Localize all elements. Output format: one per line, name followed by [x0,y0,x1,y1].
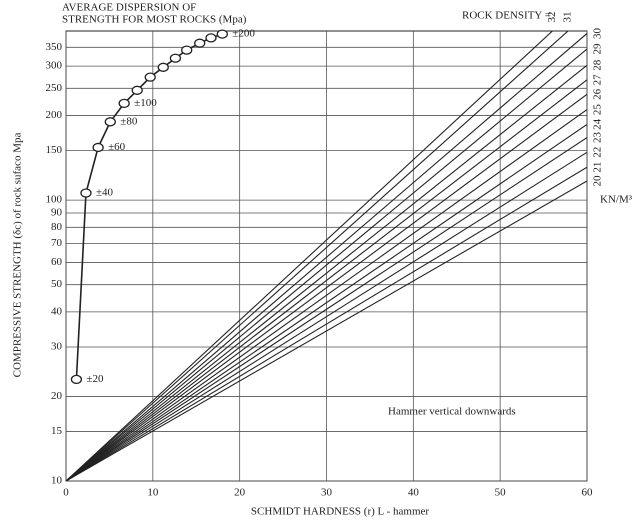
point-label: ±100 [134,97,157,109]
density-line [66,151,587,481]
density-line [66,137,587,481]
chart-subtitle: STRENGTH FOR MOST ROCKS (Mpa) [62,14,247,26]
legend-label: 20 [592,175,604,187]
dispersion-point [70,374,83,385]
y-tick-label: 50 [51,278,63,290]
density-line [66,166,587,481]
y-tick-label: 80 [51,221,63,233]
y-tick-label: 250 [46,82,63,94]
legend-label: 29 [592,43,604,55]
dispersion-point [157,62,169,72]
y-tick-label: 90 [51,206,63,218]
legend-label: 27 [592,74,604,86]
y-tick-label: 30 [51,341,63,353]
density-line [66,93,587,481]
x-tick-label: 50 [495,487,507,499]
dispersion-point [144,72,156,82]
legend-label: 22 [592,147,604,158]
chart-title: AVERAGE DISPERSION OF [62,2,196,14]
point-label: ±200 [232,28,255,40]
point-label: ±80 [120,115,138,127]
dispersion-point [181,45,193,55]
y-tick-label: 20 [51,390,63,402]
point-label: ±20 [86,373,104,385]
dispersion-point [118,98,130,109]
density-line [66,31,554,481]
x-tick-label: 60 [582,487,594,499]
y-tick-label: 10 [51,475,63,487]
dispersion-point [194,38,206,48]
dispersion-curve [75,33,223,380]
x-tick-label: 20 [234,487,246,499]
legend-unit: KN/M³ [600,194,633,206]
x-tick-label: 30 [321,487,333,499]
legend-label: 24 [592,118,604,130]
dispersion-point [131,85,143,95]
y-tick-label: 15 [51,425,63,437]
legend-label: 31 [562,12,574,23]
point-label: ±60 [108,141,126,153]
dispersion-point [205,33,217,43]
legend-label: 21 [592,162,604,173]
density-line [66,180,587,481]
density-line [66,79,587,481]
point-label: ±40 [96,187,114,199]
y-tick-label: 300 [46,60,63,72]
dispersion-point [216,29,228,39]
legend-title: ROCK DENSITY = [462,10,551,22]
y-tick-label: 100 [46,194,63,206]
dispersion-point [92,142,104,153]
legend-label: 26 [592,88,604,100]
dispersion-point [104,117,116,127]
y-tick-label: 70 [51,237,63,249]
legend-label: 32 [546,12,558,23]
density-line [66,48,587,481]
annotation: Hammer vertical downwards [388,406,516,418]
legend-label: 30 [592,27,604,39]
density-line [66,64,587,481]
dispersion-point [80,188,92,198]
density-line [66,31,569,481]
y-axis-label: COMPRESSIVE STRENGTH (δc) of rock sufaco… [12,133,24,378]
density-line [66,109,587,481]
legend-label: 28 [592,59,604,71]
y-tick-label: 40 [51,305,63,317]
x-tick-label: 10 [147,487,159,499]
y-tick-label: 60 [51,256,63,268]
x-tick-label: 0 [63,487,69,499]
x-axis-label: SCHMIDT HARDNESS (r) L - hammer [251,506,429,518]
y-tick-label: 200 [46,109,63,121]
dispersion-point [169,53,182,63]
density-line [66,123,587,481]
y-tick-label: 150 [46,144,63,156]
legend-label: 25 [592,104,604,116]
x-tick-label: 40 [408,487,420,499]
legend-label: 23 [592,132,604,144]
y-tick-label: 350 [46,41,63,53]
density-line [66,33,587,481]
